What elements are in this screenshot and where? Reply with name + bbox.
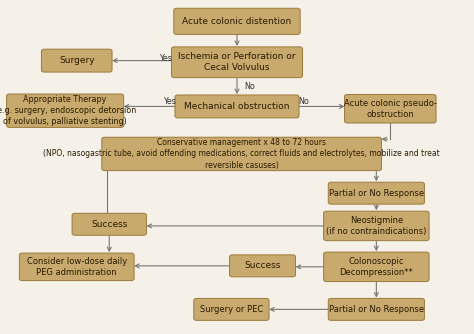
Text: Surgery or PEC: Surgery or PEC bbox=[200, 305, 263, 314]
Text: Acute colonic distention: Acute colonic distention bbox=[182, 17, 292, 26]
Text: Success: Success bbox=[91, 220, 128, 229]
FancyBboxPatch shape bbox=[41, 49, 112, 72]
FancyBboxPatch shape bbox=[174, 8, 300, 34]
FancyBboxPatch shape bbox=[72, 213, 146, 235]
Text: Yes: Yes bbox=[163, 98, 175, 106]
Text: Appropriate Therapy
(e.g. surgery, endoscopic detorsion
of volvulus, palliative : Appropriate Therapy (e.g. surgery, endos… bbox=[0, 95, 136, 126]
FancyBboxPatch shape bbox=[229, 255, 295, 277]
FancyBboxPatch shape bbox=[7, 94, 124, 127]
FancyBboxPatch shape bbox=[324, 211, 429, 240]
Text: Success: Success bbox=[245, 261, 281, 270]
Text: No: No bbox=[299, 98, 310, 106]
Text: Consider low-dose daily
PEG administration: Consider low-dose daily PEG administrati… bbox=[27, 257, 127, 277]
Text: Yes: Yes bbox=[159, 54, 172, 63]
FancyBboxPatch shape bbox=[328, 182, 424, 204]
FancyBboxPatch shape bbox=[19, 253, 134, 281]
Text: Ischemia or Perforation or
Cecal Volvulus: Ischemia or Perforation or Cecal Volvulu… bbox=[178, 52, 296, 72]
Text: Surgery: Surgery bbox=[59, 56, 94, 65]
Text: Mechanical obstruction: Mechanical obstruction bbox=[184, 102, 290, 111]
Text: Neostigmine
(if no contraindications): Neostigmine (if no contraindications) bbox=[326, 216, 427, 236]
FancyBboxPatch shape bbox=[345, 95, 436, 123]
Text: No: No bbox=[244, 82, 255, 91]
FancyBboxPatch shape bbox=[194, 298, 269, 320]
FancyBboxPatch shape bbox=[324, 252, 429, 282]
FancyBboxPatch shape bbox=[172, 47, 302, 77]
FancyBboxPatch shape bbox=[175, 95, 299, 118]
Text: Acute colonic pseudo-
obstruction: Acute colonic pseudo- obstruction bbox=[344, 99, 437, 119]
Text: Conservative management x 48 to 72 hours
(NPO, nasogastric tube, avoid offending: Conservative management x 48 to 72 hours… bbox=[43, 138, 440, 170]
FancyBboxPatch shape bbox=[102, 137, 382, 171]
FancyBboxPatch shape bbox=[328, 298, 424, 320]
Text: Partial or No Response: Partial or No Response bbox=[329, 305, 424, 314]
Text: Colonoscopic
Decompression**: Colonoscopic Decompression** bbox=[339, 257, 413, 277]
Text: Partial or No Response: Partial or No Response bbox=[329, 189, 424, 198]
